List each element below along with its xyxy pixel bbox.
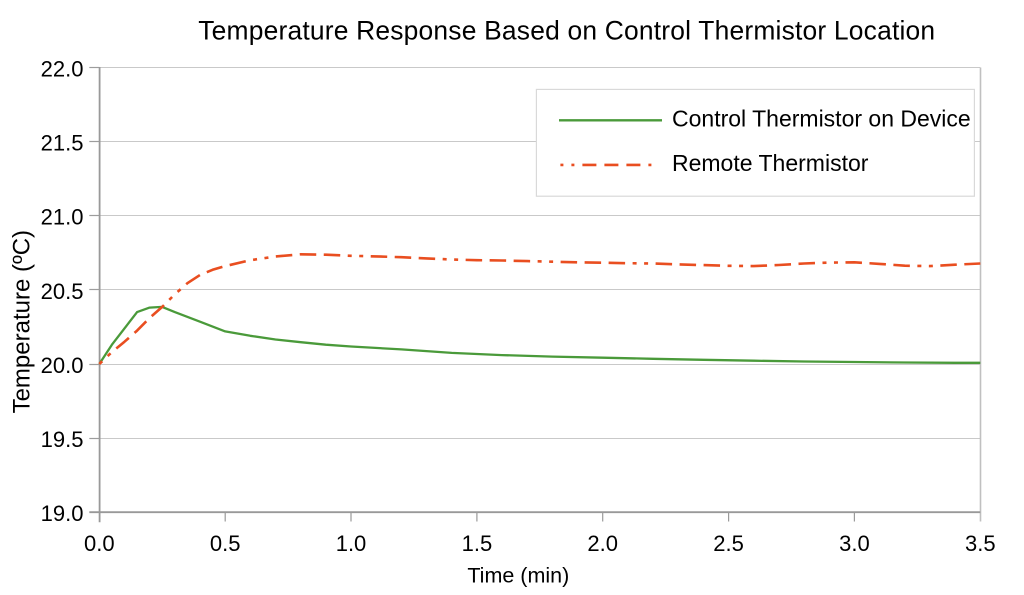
- svg-text:2.0: 2.0: [587, 531, 618, 556]
- svg-text:19.0: 19.0: [41, 501, 84, 526]
- svg-text:2.5: 2.5: [713, 531, 744, 556]
- svg-text:21.0: 21.0: [41, 205, 84, 230]
- svg-text:Remote Thermistor: Remote Thermistor: [672, 150, 869, 176]
- svg-text:3.5: 3.5: [965, 531, 996, 556]
- svg-text:Temperature (ºC): Temperature (ºC): [9, 230, 36, 413]
- svg-text:20.0: 20.0: [41, 353, 84, 378]
- svg-text:1.0: 1.0: [336, 531, 367, 556]
- svg-text:Time (min): Time (min): [467, 564, 569, 588]
- svg-text:1.5: 1.5: [462, 531, 493, 556]
- svg-text:0.0: 0.0: [84, 531, 115, 556]
- svg-text:0.5: 0.5: [210, 531, 241, 556]
- svg-text:Temperature Response Based on: Temperature Response Based on Control Th…: [198, 15, 935, 45]
- svg-text:22.0: 22.0: [41, 56, 84, 81]
- svg-text:19.5: 19.5: [41, 427, 84, 452]
- svg-text:21.5: 21.5: [41, 131, 84, 156]
- svg-text:3.0: 3.0: [839, 531, 870, 556]
- svg-text:Control Thermistor on Device: Control Thermistor on Device: [672, 106, 971, 132]
- svg-text:20.5: 20.5: [41, 279, 84, 304]
